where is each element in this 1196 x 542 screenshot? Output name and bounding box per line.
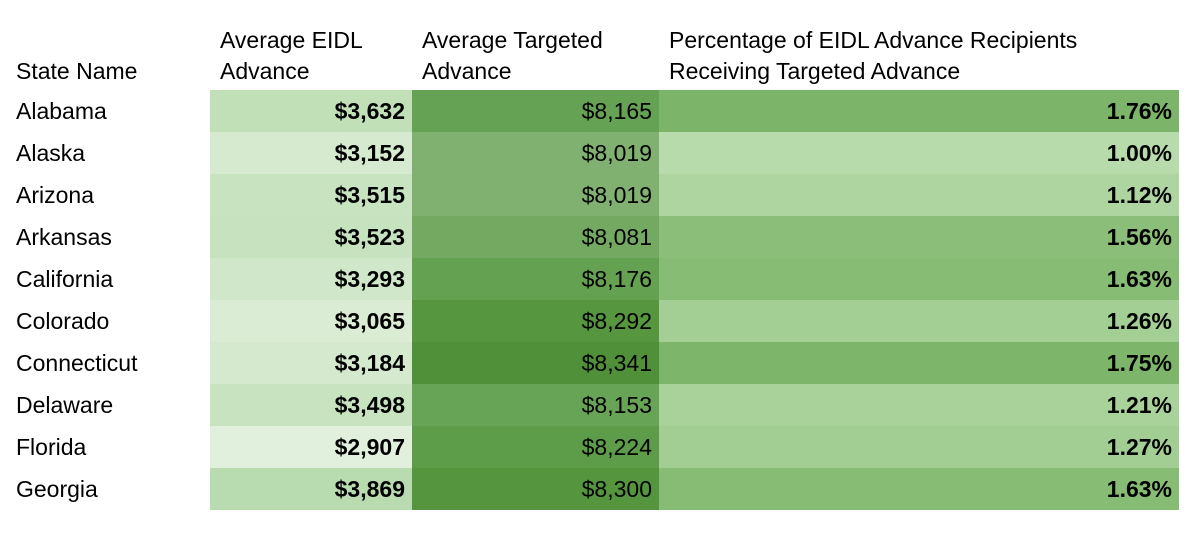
header-eidl-line2: Advance xyxy=(220,58,310,84)
cell-percentage-targeted[interactable]: 1.63% xyxy=(659,468,1179,510)
cell-average-eidl[interactable]: $3,293 xyxy=(210,258,412,300)
cell-average-targeted[interactable]: $8,165 xyxy=(412,90,659,132)
header-average-eidl-advance[interactable]: Average EIDL Advance xyxy=(210,24,412,90)
cell-state-name[interactable]: Colorado xyxy=(8,300,210,342)
cell-average-eidl[interactable]: $2,907 xyxy=(210,426,412,468)
cell-percentage-targeted[interactable]: 1.27% xyxy=(659,426,1179,468)
table-row: Arkansas $3,523 $8,081 1.56% xyxy=(8,216,1179,258)
cell-average-targeted[interactable]: $8,292 xyxy=(412,300,659,342)
table-row: Arizona $3,515 $8,019 1.12% xyxy=(8,174,1179,216)
cell-average-eidl[interactable]: $3,152 xyxy=(210,132,412,174)
cell-state-name[interactable]: Arkansas xyxy=(8,216,210,258)
header-row: State Name Average EIDL Advance Average … xyxy=(8,24,1179,90)
header-targeted-line1: Average Targeted xyxy=(422,27,603,53)
cell-average-targeted[interactable]: $8,224 xyxy=(412,426,659,468)
table-row: Florida $2,907 $8,224 1.27% xyxy=(8,426,1179,468)
cell-average-eidl[interactable]: $3,632 xyxy=(210,90,412,132)
cell-percentage-targeted[interactable]: 1.76% xyxy=(659,90,1179,132)
header-pct-line2: Receiving Targeted Advance xyxy=(669,58,961,84)
cell-state-name[interactable]: California xyxy=(8,258,210,300)
cell-state-name[interactable]: Alaska xyxy=(8,132,210,174)
table-row: Georgia $3,869 $8,300 1.63% xyxy=(8,468,1179,510)
header-pct-line1: Percentage of EIDL Advance Recipients xyxy=(669,27,1078,53)
cell-average-targeted[interactable]: $8,341 xyxy=(412,342,659,384)
cell-percentage-targeted[interactable]: 1.26% xyxy=(659,300,1179,342)
cell-state-name[interactable]: Alabama xyxy=(8,90,210,132)
table-row: Alabama $3,632 $8,165 1.76% xyxy=(8,90,1179,132)
cell-average-targeted[interactable]: $8,153 xyxy=(412,384,659,426)
table-row: California $3,293 $8,176 1.63% xyxy=(8,258,1179,300)
cell-average-targeted[interactable]: $8,081 xyxy=(412,216,659,258)
cell-percentage-targeted[interactable]: 1.56% xyxy=(659,216,1179,258)
cell-state-name[interactable]: Arizona xyxy=(8,174,210,216)
table-row: Delaware $3,498 $8,153 1.21% xyxy=(8,384,1179,426)
header-average-targeted-advance[interactable]: Average Targeted Advance xyxy=(412,24,659,90)
table-row: Colorado $3,065 $8,292 1.26% xyxy=(8,300,1179,342)
table-row: Connecticut $3,184 $8,341 1.75% xyxy=(8,342,1179,384)
cell-average-targeted[interactable]: $8,019 xyxy=(412,132,659,174)
header-state-name[interactable]: State Name xyxy=(8,24,210,90)
cell-average-eidl[interactable]: $3,523 xyxy=(210,216,412,258)
table-body: Alabama $3,632 $8,165 1.76% Alaska $3,15… xyxy=(8,90,1179,510)
cell-state-name[interactable]: Connecticut xyxy=(8,342,210,384)
header-eidl-line1: Average EIDL xyxy=(220,27,363,53)
cell-percentage-targeted[interactable]: 1.00% xyxy=(659,132,1179,174)
eidl-advance-table: State Name Average EIDL Advance Average … xyxy=(8,24,1179,510)
cell-state-name[interactable]: Delaware xyxy=(8,384,210,426)
cell-average-eidl[interactable]: $3,065 xyxy=(210,300,412,342)
cell-average-eidl[interactable]: $3,515 xyxy=(210,174,412,216)
cell-percentage-targeted[interactable]: 1.63% xyxy=(659,258,1179,300)
cell-state-name[interactable]: Georgia xyxy=(8,468,210,510)
header-state-label: State Name xyxy=(16,58,138,84)
cell-average-eidl[interactable]: $3,869 xyxy=(210,468,412,510)
cell-state-name[interactable]: Florida xyxy=(8,426,210,468)
cell-average-targeted[interactable]: $8,176 xyxy=(412,258,659,300)
cell-average-targeted[interactable]: $8,300 xyxy=(412,468,659,510)
cell-percentage-targeted[interactable]: 1.12% xyxy=(659,174,1179,216)
header-targeted-line2: Advance xyxy=(422,58,512,84)
table-row: Alaska $3,152 $8,019 1.00% xyxy=(8,132,1179,174)
header-percentage-targeted[interactable]: Percentage of EIDL Advance Recipients Re… xyxy=(659,24,1179,90)
table-header: State Name Average EIDL Advance Average … xyxy=(8,24,1179,90)
cell-percentage-targeted[interactable]: 1.21% xyxy=(659,384,1179,426)
cell-percentage-targeted[interactable]: 1.75% xyxy=(659,342,1179,384)
cell-average-targeted[interactable]: $8,019 xyxy=(412,174,659,216)
cell-average-eidl[interactable]: $3,498 xyxy=(210,384,412,426)
cell-average-eidl[interactable]: $3,184 xyxy=(210,342,412,384)
